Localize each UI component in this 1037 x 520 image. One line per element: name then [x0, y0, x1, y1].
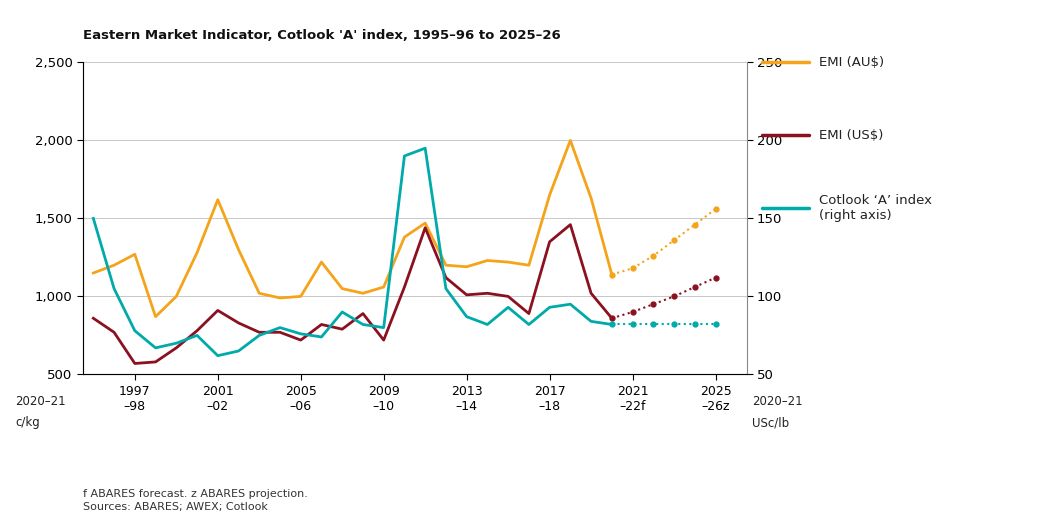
Text: c/kg: c/kg: [16, 416, 40, 429]
Text: EMI (AU$): EMI (AU$): [819, 56, 885, 69]
Text: f ABARES forecast. z ABARES projection.: f ABARES forecast. z ABARES projection.: [83, 489, 308, 499]
Text: Eastern Market Indicator, Cotlook 'A' index, 1995–96 to 2025–26: Eastern Market Indicator, Cotlook 'A' in…: [83, 29, 561, 42]
Text: Sources: ABARES; AWEX; Cotlook: Sources: ABARES; AWEX; Cotlook: [83, 502, 268, 512]
Text: Cotlook ‘A’ index
(right axis): Cotlook ‘A’ index (right axis): [819, 194, 932, 222]
Text: 2020–21: 2020–21: [16, 395, 66, 408]
Text: USc/lb: USc/lb: [752, 416, 789, 429]
Text: 2020–21: 2020–21: [752, 395, 803, 408]
Text: EMI (US$): EMI (US$): [819, 128, 884, 141]
